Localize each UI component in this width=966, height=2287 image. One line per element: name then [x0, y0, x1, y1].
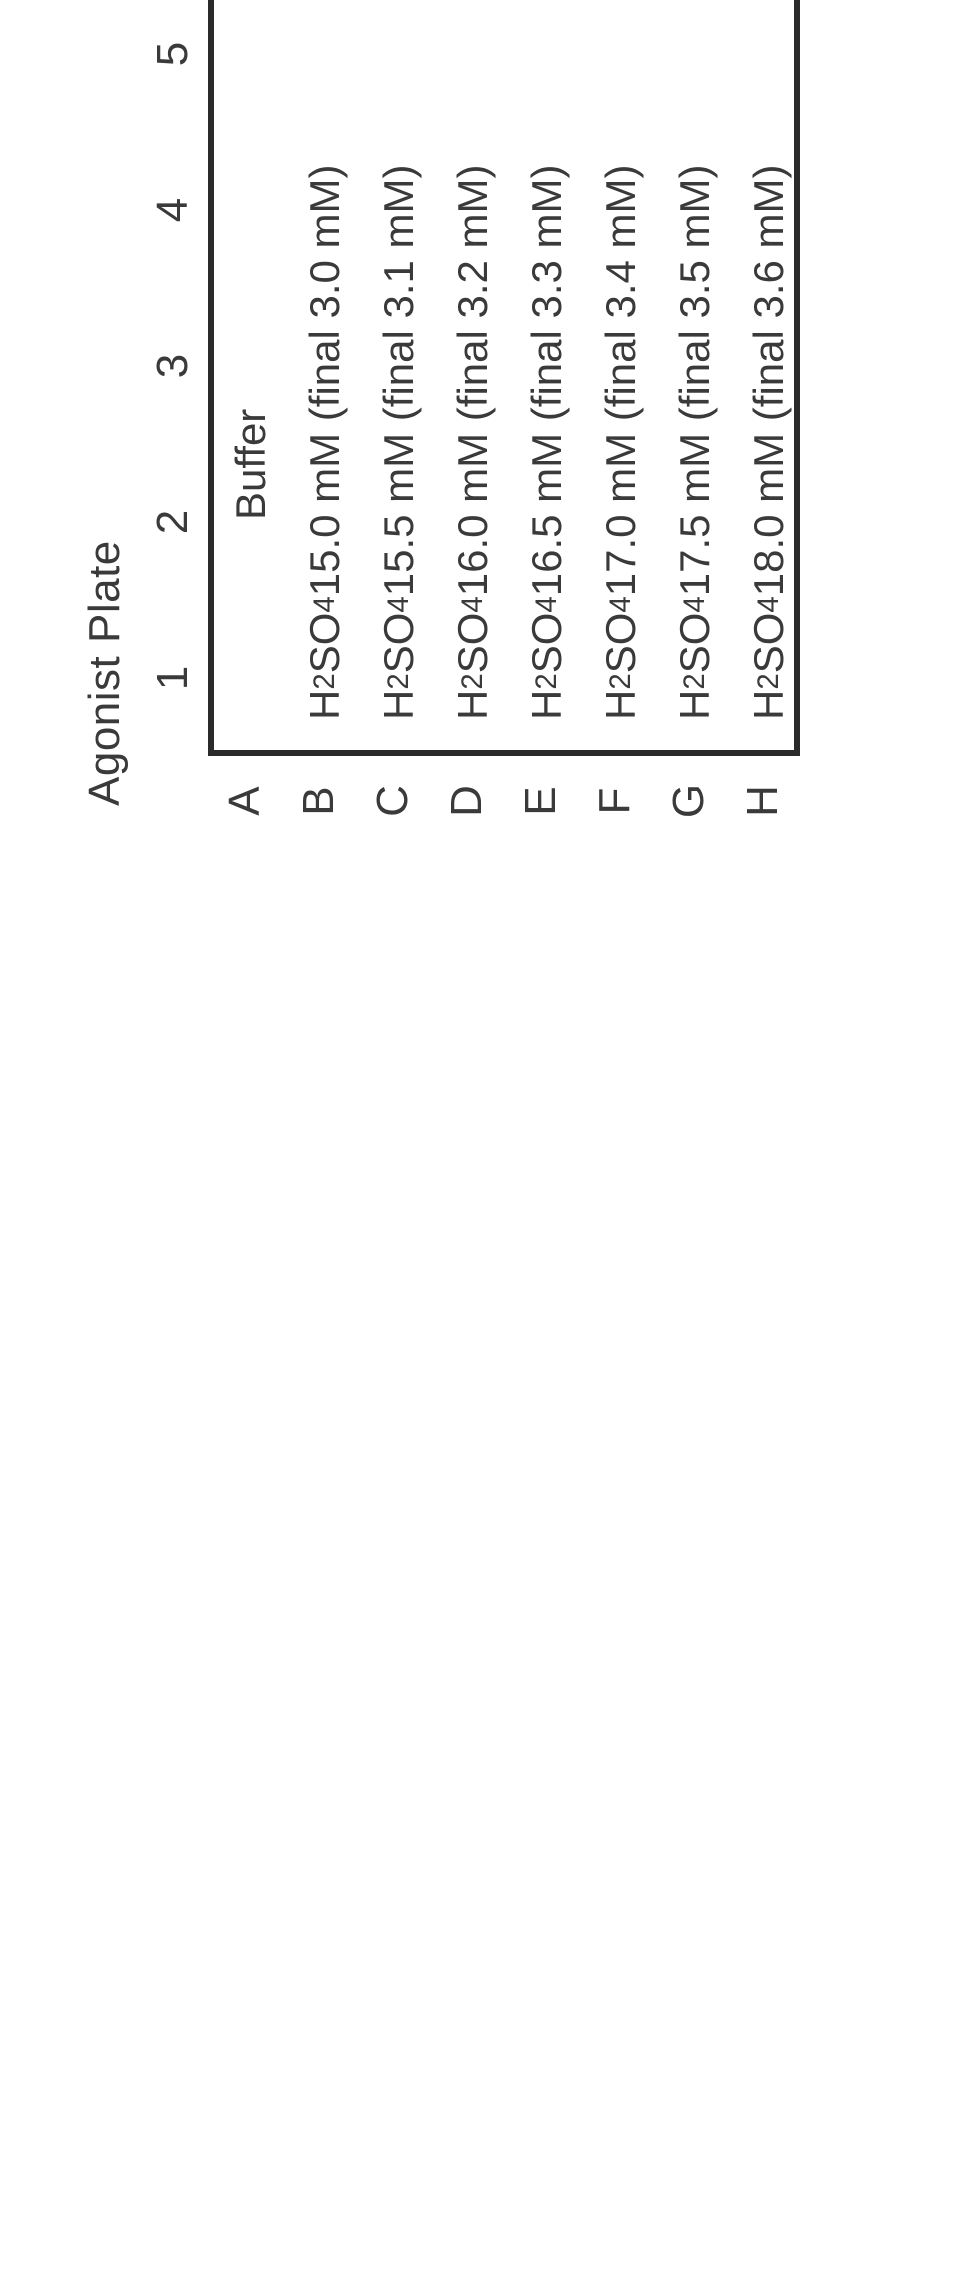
plate-box: Buffer H2SO4 15.0 mM (final 3.0 mM) H2SO…: [208, 0, 800, 756]
chem-pre: H: [745, 690, 793, 720]
chem-mid: SO: [671, 613, 719, 674]
row-label: H: [726, 756, 800, 846]
plate-row-h: H2SO4 18.0 mM (final 3.6 mM): [732, 0, 806, 750]
plate-row-f: H2SO4 17.0 mM (final 3.4 mM): [584, 0, 658, 750]
row-label: E: [504, 756, 578, 846]
plate-rows: Buffer H2SO4 15.0 mM (final 3.0 mM) H2SO…: [214, 0, 806, 750]
chem-pre: H: [301, 690, 349, 720]
chem-rest: 16.0 mM (final 3.2 mM): [449, 164, 497, 596]
chem-mid: SO: [597, 613, 645, 674]
row-label: A: [208, 756, 282, 846]
col-header: 1: [148, 600, 198, 756]
row-label: D: [430, 756, 504, 846]
page: Agonist Plate 1 2 3 4 5 6 7 8 9 10 11 12…: [0, 0, 966, 966]
chem-mid: SO: [449, 613, 497, 674]
chem-rest: 15.0 mM (final 3.0 mM): [301, 164, 349, 596]
chem-rest: 16.5 mM (final 3.3 mM): [523, 164, 571, 596]
row-label: G: [652, 756, 726, 846]
grid-area: A B C D E F G H Buffer H2SO4 15.0 mM (fi…: [208, 0, 800, 846]
plate-row-a: Buffer: [214, 0, 288, 750]
plate-row-e: H2SO4 16.5 mM (final 3.3 mM): [510, 0, 584, 750]
plate-row-c: H2SO4 15.5 mM (final 3.1 mM): [362, 0, 436, 750]
chem-pre: H: [523, 690, 571, 720]
plate-wrap: 1 2 3 4 5 6 7 8 9 10 11 12 A B C D E: [148, 0, 800, 846]
chem-rest: 17.5 mM (final 3.5 mM): [671, 164, 719, 596]
chem-pre: H: [449, 690, 497, 720]
column-headers: 1 2 3 4 5 6 7 8 9 10 11 12: [148, 0, 198, 756]
row-label: B: [282, 756, 356, 846]
chem-rest: 15.5 mM (final 3.1 mM): [375, 164, 423, 596]
chem-pre: H: [597, 690, 645, 720]
chem-mid: SO: [301, 613, 349, 674]
chem-rest: 17.0 mM (final 3.4 mM): [597, 164, 645, 596]
plate-row-d: H2SO4 16.0 mM (final 3.2 mM): [436, 0, 510, 750]
plate-title: Agonist Plate: [80, 0, 130, 806]
chem-rest: 18.0 mM (final 3.6 mM): [745, 164, 793, 596]
figure-caption: FIG. 1: [890, 0, 959, 846]
chem-mid: SO: [745, 613, 793, 674]
chem-pre: H: [671, 690, 719, 720]
col-header: 4: [148, 132, 198, 288]
col-header: 5: [148, 0, 198, 132]
row-label: C: [356, 756, 430, 846]
col-header: 2: [148, 444, 198, 600]
plate-row-b: H2SO4 15.0 mM (final 3.0 mM): [288, 0, 362, 750]
chem-pre: H: [375, 690, 423, 720]
row-headers: A B C D E F G H: [208, 756, 800, 846]
plate-row-g: H2SO4 17.5 mM (final 3.5 mM): [658, 0, 732, 750]
chem-mid: SO: [523, 613, 571, 674]
row-label: F: [578, 756, 652, 846]
col-header: 3: [148, 288, 198, 444]
chem-mid: SO: [375, 613, 423, 674]
